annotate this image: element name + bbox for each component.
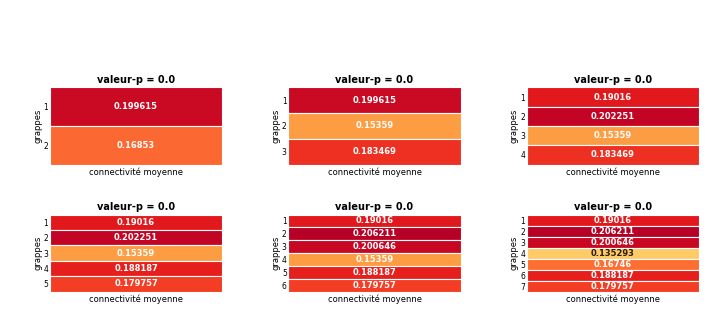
- Text: 0.179757: 0.179757: [353, 281, 396, 290]
- Bar: [527, 145, 699, 165]
- Text: 0.16853: 0.16853: [117, 141, 155, 150]
- Text: 0.206211: 0.206211: [591, 226, 635, 236]
- X-axis label: connectivité moyenne: connectivité moyenne: [327, 167, 422, 177]
- Text: 0.19016: 0.19016: [356, 216, 393, 226]
- Text: 0.15359: 0.15359: [594, 131, 632, 140]
- Title: valeur-p = 0.0: valeur-p = 0.0: [574, 202, 652, 213]
- Text: 0.200646: 0.200646: [591, 237, 635, 247]
- X-axis label: connectivité moyenne: connectivité moyenne: [89, 295, 183, 304]
- Bar: [527, 87, 699, 107]
- Bar: [288, 253, 461, 266]
- Text: 0.19016: 0.19016: [594, 93, 632, 102]
- Bar: [527, 226, 699, 237]
- X-axis label: connectivité moyenne: connectivité moyenne: [566, 295, 660, 304]
- Bar: [50, 126, 222, 165]
- Bar: [527, 107, 699, 126]
- Bar: [288, 214, 461, 227]
- Bar: [50, 276, 222, 292]
- Text: 0.202251: 0.202251: [114, 233, 158, 242]
- Text: 0.183469: 0.183469: [353, 147, 396, 156]
- Bar: [527, 281, 699, 292]
- Bar: [50, 261, 222, 276]
- Bar: [288, 279, 461, 292]
- Text: 0.202251: 0.202251: [591, 112, 635, 121]
- Text: 0.183469: 0.183469: [591, 150, 635, 159]
- Bar: [288, 227, 461, 240]
- Bar: [527, 270, 699, 281]
- Text: 0.19016: 0.19016: [594, 215, 632, 225]
- Title: valeur-p = 0.0: valeur-p = 0.0: [335, 75, 414, 85]
- X-axis label: connectivité moyenne: connectivité moyenne: [566, 167, 660, 177]
- Title: valeur-p = 0.0: valeur-p = 0.0: [574, 75, 652, 85]
- Title: valeur-p = 0.0: valeur-p = 0.0: [335, 202, 414, 213]
- Bar: [288, 139, 461, 165]
- Text: 0.179757: 0.179757: [591, 282, 635, 291]
- Bar: [527, 237, 699, 248]
- Bar: [50, 214, 222, 230]
- Bar: [527, 214, 699, 226]
- Bar: [527, 126, 699, 145]
- Y-axis label: grappes: grappes: [271, 109, 280, 143]
- Text: 0.188187: 0.188187: [353, 268, 396, 277]
- Bar: [288, 240, 461, 253]
- Bar: [50, 87, 222, 126]
- Y-axis label: grappes: grappes: [510, 109, 519, 143]
- Bar: [527, 259, 699, 270]
- X-axis label: connectivité moyenne: connectivité moyenne: [89, 167, 183, 177]
- Title: valeur-p = 0.0: valeur-p = 0.0: [97, 75, 175, 85]
- Text: 0.15359: 0.15359: [356, 255, 393, 264]
- Y-axis label: grappes: grappes: [33, 236, 42, 270]
- Text: 0.15359: 0.15359: [117, 249, 155, 258]
- Bar: [527, 248, 699, 259]
- Bar: [288, 87, 461, 113]
- Y-axis label: grappes: grappes: [510, 236, 519, 270]
- Text: 0.200646: 0.200646: [353, 242, 396, 251]
- Text: 0.188187: 0.188187: [591, 271, 635, 280]
- Text: 0.16746: 0.16746: [594, 260, 632, 269]
- Title: valeur-p = 0.0: valeur-p = 0.0: [97, 202, 175, 213]
- Y-axis label: grappes: grappes: [33, 109, 42, 143]
- Text: 0.19016: 0.19016: [117, 218, 155, 227]
- Bar: [50, 245, 222, 261]
- Y-axis label: grappes: grappes: [271, 236, 280, 270]
- Text: 0.199615: 0.199615: [114, 102, 158, 111]
- Text: 0.188187: 0.188187: [114, 264, 158, 273]
- Text: 0.179757: 0.179757: [114, 279, 158, 288]
- Bar: [50, 230, 222, 245]
- Bar: [288, 113, 461, 139]
- Text: 0.199615: 0.199615: [353, 96, 396, 105]
- X-axis label: connectivité moyenne: connectivité moyenne: [327, 295, 422, 304]
- Bar: [288, 266, 461, 279]
- Text: 0.206211: 0.206211: [352, 229, 397, 238]
- Text: 0.15359: 0.15359: [356, 122, 393, 131]
- Text: 0.135293: 0.135293: [591, 249, 635, 258]
